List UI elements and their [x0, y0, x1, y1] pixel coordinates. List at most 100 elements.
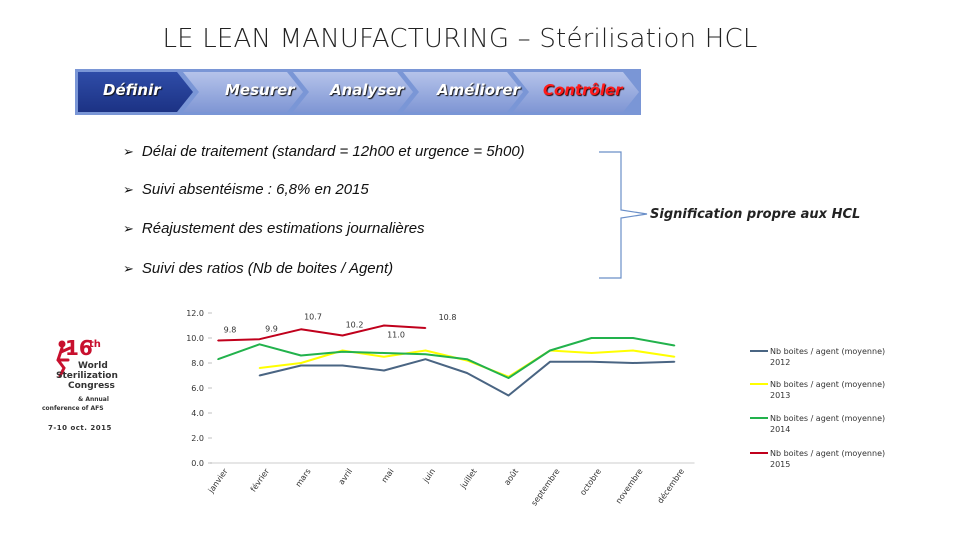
data-point [217, 339, 219, 342]
data-point [300, 354, 302, 357]
data-point [258, 338, 261, 341]
step-analyze-shape [293, 72, 413, 112]
legend-label: Nb boites / agent (moyenne) 2012 [770, 347, 886, 367]
data-point [300, 362, 302, 364]
logo-line-6: 7-10 oct. 2015 [48, 424, 112, 432]
data-point [341, 364, 344, 367]
step-analyze-label: Analyser [330, 81, 404, 99]
bullet-text: Réajustement des estimations journalière… [141, 220, 425, 237]
logo-line-4: & Annual [78, 396, 109, 403]
arrow-bullet-icon: ➢ [123, 261, 134, 276]
data-point [383, 324, 385, 327]
legend-swatch [750, 350, 768, 352]
step-define-shape [78, 72, 193, 112]
bullet-absenteeism: ➢ Suivi absentéisme : 6,8% en 2015 [123, 181, 369, 198]
logo-line-5: conference of AFS [42, 405, 104, 412]
data-point [549, 360, 551, 363]
x-tick-label: août [502, 467, 520, 487]
logo-line-3: Congress [68, 381, 115, 391]
data-point [549, 349, 551, 352]
x-tick-label: décembre [655, 466, 686, 505]
logo-line-1: World [78, 361, 108, 371]
step-measure-shape [183, 72, 303, 112]
y-tick-label: 12.0 [186, 309, 204, 318]
data-label: 10.7 [304, 312, 322, 321]
runner-figure-icon [56, 340, 72, 378]
legend-label: Nb boites / agent (moyenne) 2015 [770, 449, 886, 469]
step-control-shape [513, 72, 639, 112]
data-point [341, 350, 344, 353]
data-label: 10.8 [439, 313, 457, 322]
data-point [383, 352, 385, 354]
y-tick-label: 4.0 [191, 409, 204, 418]
data-point [341, 334, 344, 337]
y-tick-label: 8.0 [191, 359, 204, 368]
step-improve-shape [403, 72, 523, 112]
chart-svg: 0.0 2.0 4.0 6.0 8.0 10.0 12.0 janvier février mar… [186, 309, 695, 508]
ratio-chart: 0.0 2.0 4.0 6.0 8.0 10.0 12.0 janvier février mar… [160, 300, 920, 535]
data-label: 11.0 [387, 331, 405, 340]
x-tick-label: juin [421, 467, 437, 485]
arrow-bullet-icon: ➢ [123, 144, 134, 159]
data-point [632, 349, 634, 352]
dmaic-steps: Définir Mesurer Analyser Améliorer Contr… [75, 69, 641, 115]
x-tick-label: février [248, 466, 272, 494]
data-label: 10.2 [346, 321, 364, 330]
congress-logo: 16 th World Sterilization Congress & Ann… [20, 330, 130, 440]
legend-label: Nb boites / agent (moyenne) 2014 [770, 414, 886, 434]
x-tick-label: novembre [614, 467, 645, 505]
step-measure-label: Mesurer [225, 81, 295, 99]
legend-swatch [750, 452, 768, 454]
series-line-0 [259, 358, 675, 397]
step-control-label: Contrôler [543, 81, 623, 99]
data-point [300, 328, 302, 331]
dmaic-arrows [75, 69, 641, 115]
data-point [466, 358, 468, 361]
x-tick-label: juillet [458, 467, 479, 491]
x-tick-label: mars [294, 467, 313, 489]
hcl-note: Signification propre aux HCL [650, 207, 861, 222]
legend-swatch [750, 417, 768, 419]
data-point [424, 353, 427, 356]
x-tick-label: mai [380, 467, 396, 484]
bracket-icon [599, 151, 648, 279]
data-point [590, 352, 593, 354]
data-point [507, 394, 510, 397]
arrow-bullet-icon: ➢ [123, 182, 134, 197]
data-point [424, 349, 427, 352]
data-point [590, 337, 593, 339]
data-point [258, 343, 261, 346]
y-tick-label: 10.0 [186, 334, 204, 343]
bullet-text: Délai de traitement (standard = 12h00 et… [141, 143, 525, 160]
legend-swatch [750, 383, 768, 385]
y-tick-label: 2.0 [191, 434, 204, 443]
step-improve-label: Améliorer [437, 81, 520, 99]
x-tick-label: septembre [530, 467, 562, 508]
step-define-label: Définir [103, 81, 161, 99]
data-point [632, 362, 634, 364]
bullet-processing-time: ➢ Délai de traitement (standard = 12h00 e… [123, 143, 525, 160]
data-point [258, 374, 261, 377]
y-tick-label: 6.0 [191, 384, 204, 393]
logo-line-2: Sterilization [56, 371, 118, 381]
data-point [424, 327, 427, 329]
data-point [424, 358, 427, 361]
data-point [507, 377, 510, 379]
data-point [300, 364, 302, 367]
x-tick-label: avril [337, 467, 354, 486]
x-tick-label: janvier [206, 466, 230, 495]
data-point [217, 358, 219, 361]
legend-label: Nb boites / agent (moyenne) 2013 [770, 380, 886, 400]
logo-number: 16 [65, 336, 93, 360]
data-point [466, 372, 468, 374]
data-point [673, 360, 676, 363]
arrow-bullet-icon: ➢ [123, 221, 134, 236]
data-point [673, 355, 676, 358]
data-point [590, 360, 593, 363]
data-point [673, 344, 676, 347]
data-point [383, 355, 385, 358]
bullet-text: Suivi absentéisme : 6,8% en 2015 [141, 181, 369, 198]
bullet-text: Suivi des ratios (Nb de boites / Agent) [141, 260, 394, 277]
bullet-estimates: ➢ Réajustement des estimations journalièr… [123, 220, 425, 237]
y-tick-label: 0.0 [191, 459, 204, 468]
